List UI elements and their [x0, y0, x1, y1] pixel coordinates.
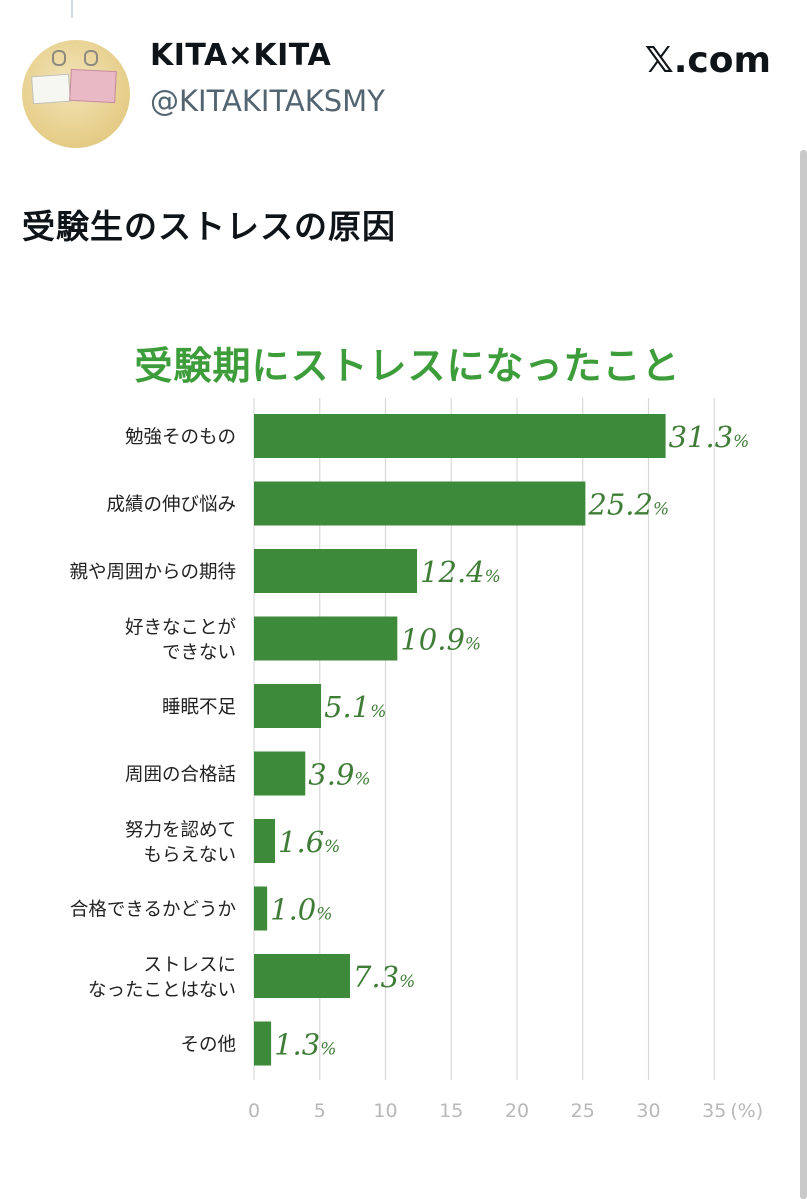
bar [254, 819, 276, 863]
id-card-icon [69, 68, 117, 104]
x-tick-label: 15 [439, 1100, 463, 1122]
x-tick-label: 25 [571, 1100, 595, 1122]
category-label: 周囲の合格話 [125, 765, 236, 786]
data-label: 5.1% [324, 690, 386, 724]
data-label: 3.9% [308, 758, 370, 792]
bar [254, 549, 418, 593]
keychain-clip-icon [52, 50, 66, 66]
tweet-text: 受験生のストレスの原因 [22, 207, 396, 246]
x-axis-unit: (%) [730, 1100, 763, 1122]
bar [254, 684, 322, 728]
x-tick-label: 35 [702, 1100, 726, 1122]
category-label: ストレスに [143, 955, 236, 976]
x-tick-label: 0 [248, 1100, 260, 1122]
data-label: 12.4% [420, 555, 501, 589]
x-tick-label: 20 [505, 1100, 529, 1122]
data-label: 25.2% [587, 488, 669, 522]
x-com-logo[interactable]: 𝕏.com [644, 40, 771, 81]
category-label: 合格できるかどうか [70, 900, 236, 921]
data-label: 1.3% [274, 1028, 336, 1062]
data-label: 1.6% [278, 825, 340, 859]
display-name[interactable]: KITA×KITA [150, 38, 332, 73]
category-label: なったことはない [88, 980, 236, 1001]
chart-title: 受験期にストレスになったこと [134, 344, 681, 388]
category-label: もらえない [143, 845, 236, 866]
x-tick-label: 30 [636, 1100, 660, 1122]
id-card-icon [31, 73, 71, 105]
user-handle[interactable]: @KITAKITAKSMY [150, 84, 385, 118]
bar [254, 1021, 272, 1066]
data-label: 31.3% [669, 420, 750, 454]
bar [254, 751, 306, 796]
category-label: 睡眠不足 [162, 697, 236, 718]
data-label: 1.0% [270, 893, 332, 927]
category-label: 成績の伸び悩み [106, 495, 236, 516]
x-tick-label: 5 [314, 1100, 326, 1122]
avatar[interactable] [22, 40, 130, 148]
category-label: 勉強そのもの [125, 427, 236, 448]
keychain-clip-icon [84, 50, 98, 66]
data-label: 7.3% [353, 960, 415, 994]
bar [254, 481, 586, 526]
category-label: 親や周囲からの期待 [69, 562, 236, 583]
data-label: 10.9% [400, 623, 481, 657]
category-label: 好きなことが [125, 618, 236, 639]
bar [254, 886, 268, 931]
bar-chart: 勉強そのもの 31.3% 成績の伸び悩み 25.2% 親や周囲からの期待 12.4% 好きな… [69, 398, 763, 1122]
thread-connector-line [71, 0, 73, 18]
scrollbar[interactable] [800, 150, 807, 1199]
bar [254, 616, 398, 661]
bar [254, 414, 666, 458]
x-tick-label: 10 [373, 1100, 397, 1122]
bar [254, 954, 350, 998]
category-label: 努力を認めて [125, 820, 236, 841]
category-label: その他 [180, 1035, 236, 1056]
category-label: できない [162, 643, 236, 664]
